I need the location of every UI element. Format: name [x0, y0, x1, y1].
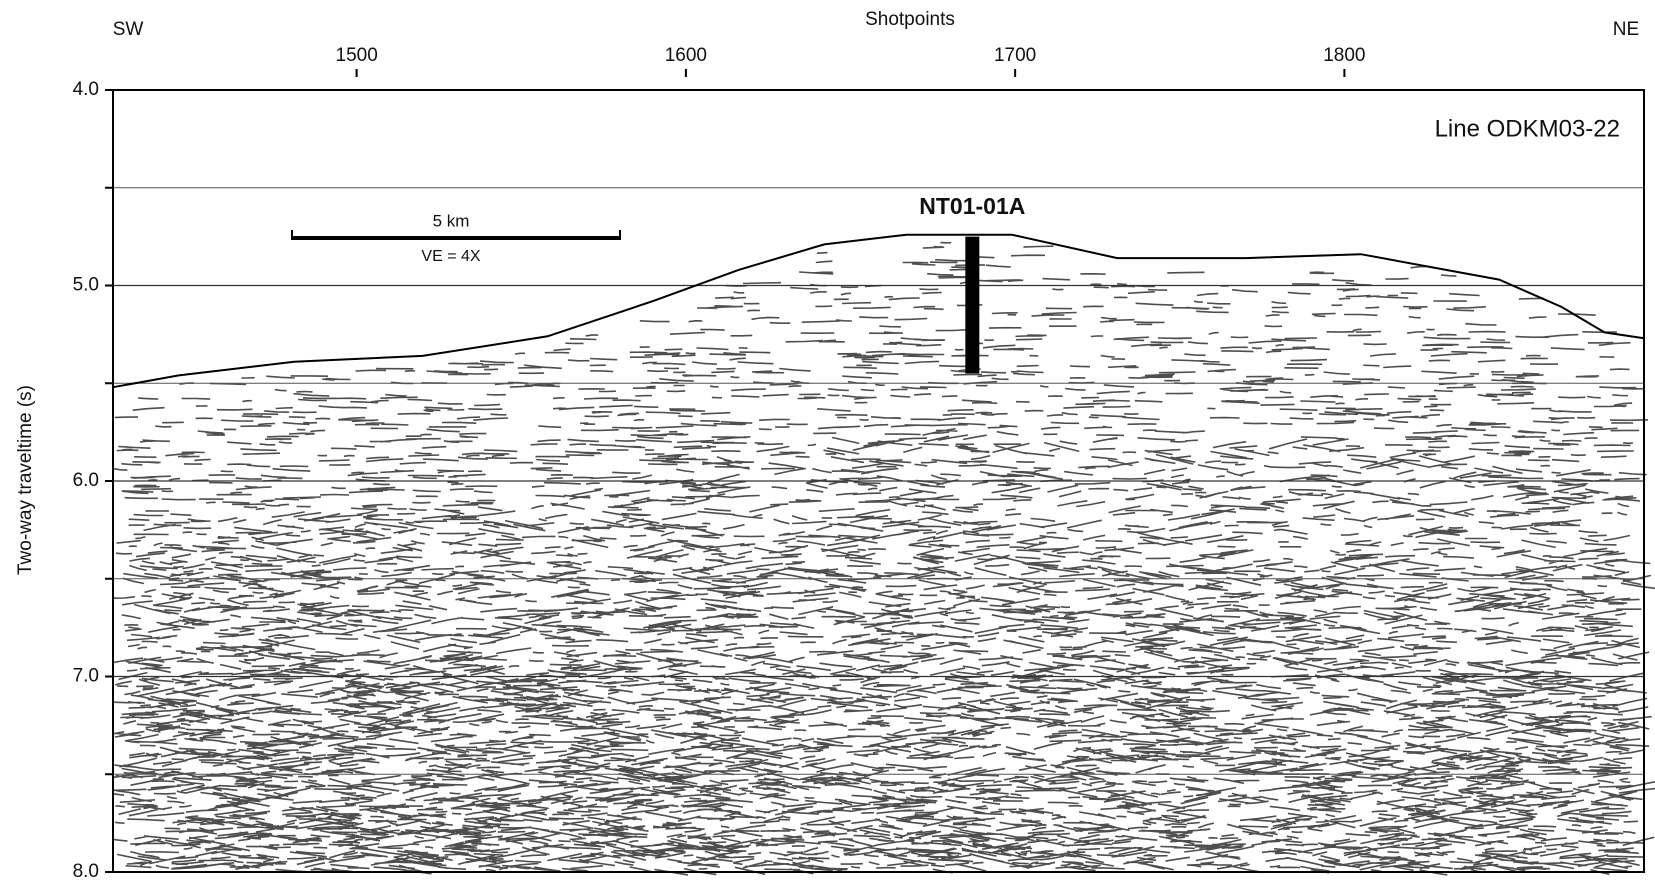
x-tick-label: 1500: [336, 45, 378, 66]
well-label: NT01-01A: [919, 193, 1025, 219]
y-tick-label: 5.0: [73, 275, 99, 296]
seafloor: [113, 235, 1644, 388]
left-direction: SW: [113, 19, 144, 40]
y-tick-label: 7.0: [73, 666, 99, 687]
line-label: Line ODKM03-22: [1435, 115, 1620, 142]
x-tick-label: 1700: [994, 45, 1036, 66]
scale-bar-label: 5 km: [433, 211, 470, 230]
x-tick-label: 1800: [1323, 45, 1365, 66]
x-axis-title: Shotpoints: [865, 9, 955, 30]
reflector-texture: [113, 243, 1655, 875]
y-tick-label: 6.0: [73, 470, 99, 491]
right-direction: NE: [1613, 19, 1639, 40]
well: [965, 237, 979, 374]
x-tick-label: 1600: [665, 45, 707, 66]
y-tick-label: 4.0: [73, 79, 99, 100]
scale-bar-note: VE = 4X: [421, 248, 480, 265]
chart: Shotpoints SW NE Two-way traveltime (s) …: [0, 0, 1655, 885]
y-tick-label: 8.0: [73, 861, 99, 882]
y-axis-title: Two-way traveltime (s): [15, 385, 36, 575]
